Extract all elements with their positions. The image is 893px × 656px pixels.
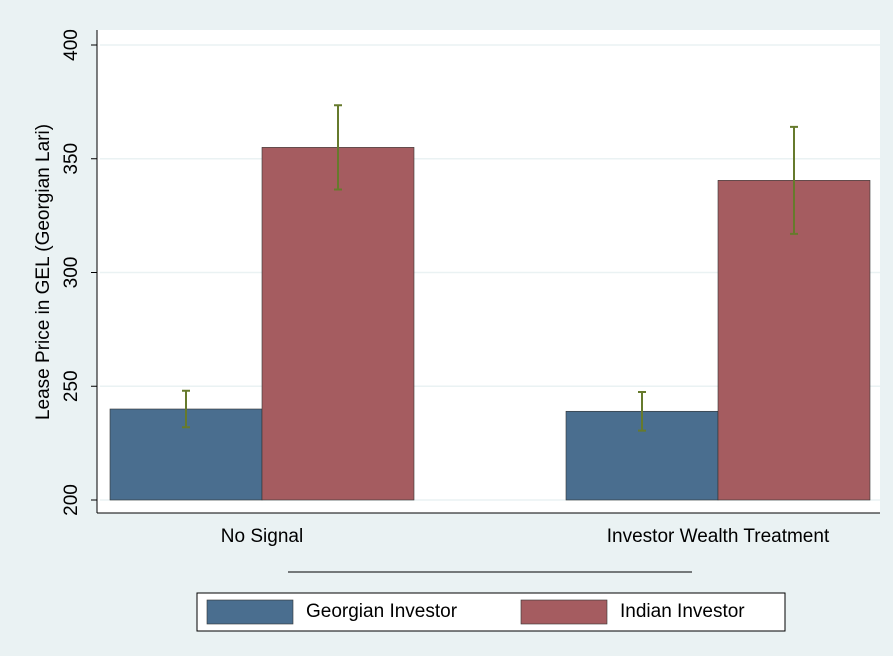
legend-label: Indian Investor (620, 601, 745, 622)
legend-label: Georgian Investor (306, 601, 458, 622)
bar (261, 147, 415, 501)
y-tick-label: 350 (61, 143, 82, 175)
legend-swatch (206, 599, 294, 625)
error-bar (638, 390, 646, 432)
y-tick-label: 300 (61, 257, 82, 289)
y-tick-label: 400 (61, 29, 82, 61)
error-bar (182, 389, 190, 429)
legend-swatch (520, 599, 608, 625)
error-bar (790, 125, 798, 235)
error-bar (334, 104, 342, 191)
x-tick-label: No Signal (221, 526, 303, 547)
y-tick-label: 200 (61, 484, 82, 516)
y-tick-label: 250 (61, 370, 82, 402)
x-tick-label: Investor Wealth Treatment (607, 526, 830, 547)
y-axis-title: Lease Price in GEL (Georgian Lari) (33, 124, 54, 420)
legend (196, 592, 786, 632)
